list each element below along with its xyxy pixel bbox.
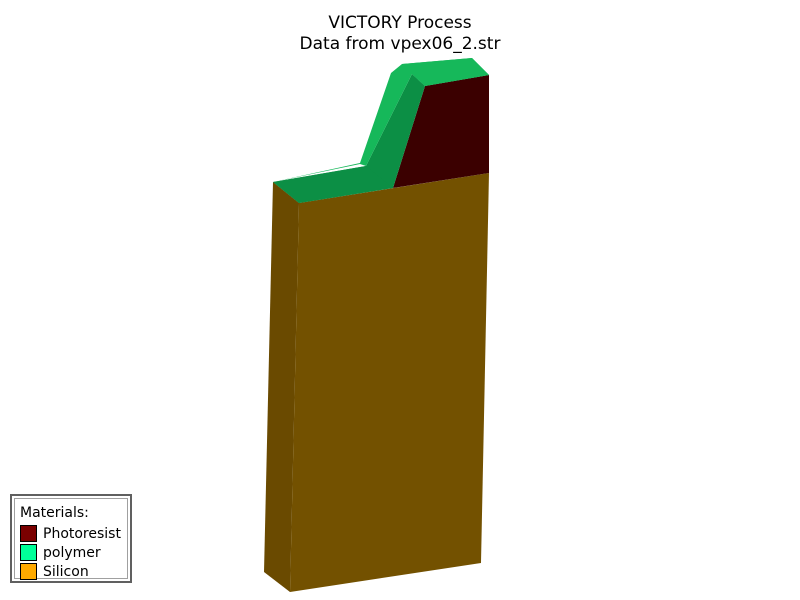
photoresist-swatch (20, 525, 37, 542)
legend-label-photoresist: Photoresist (43, 525, 121, 542)
polymer-side-face (273, 74, 425, 203)
silicon-side-face (264, 182, 299, 592)
legend-item-silicon: Silicon (20, 562, 127, 581)
title-line-2: Data from vpex06_2.str (299, 34, 501, 54)
silicon-front-face (290, 173, 489, 592)
legend-frame: Materials: Photoresist polymer Silicon (14, 498, 128, 581)
legend-title: Materials: (20, 505, 89, 521)
title-line-1: VICTORY Process (328, 13, 472, 33)
polymer-top-surface (273, 58, 489, 182)
polymer-front-edge (273, 166, 393, 203)
legend-item-photoresist: Photoresist (20, 524, 127, 543)
legend-label-polymer: polymer (43, 544, 101, 561)
polymer-top-band (402, 58, 489, 86)
plot-title: VICTORY Process Data from vpex06_2.str (0, 13, 800, 55)
legend-label-silicon: Silicon (43, 563, 89, 580)
legend-item-polymer: polymer (20, 543, 127, 562)
photoresist-block (393, 75, 489, 188)
materials-legend: Materials: Photoresist polymer Silicon (10, 494, 132, 583)
silicon-swatch (20, 563, 37, 580)
polymer-swatch (20, 544, 37, 561)
